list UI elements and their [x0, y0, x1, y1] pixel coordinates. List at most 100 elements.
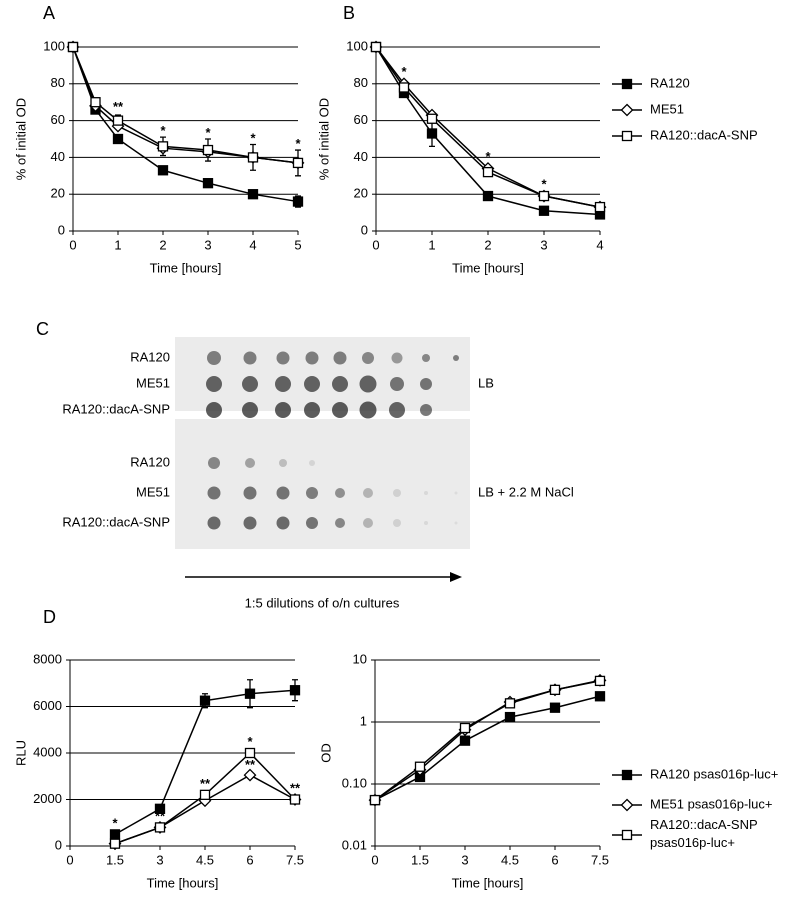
- spot: [333, 351, 347, 365]
- spot: [335, 488, 345, 498]
- y-tick-label: 8000: [33, 651, 62, 666]
- x-tick-label: 7.5: [286, 852, 304, 867]
- marker: [620, 103, 634, 117]
- spot: [206, 376, 222, 392]
- series-line: [72, 46, 299, 164]
- x-tick-label: 0: [66, 852, 73, 867]
- spot: [420, 404, 432, 416]
- annotation: **: [155, 808, 166, 823]
- panel-label: B: [343, 3, 355, 23]
- marker: [199, 789, 211, 800]
- series-line: [114, 689, 296, 836]
- y-axis-label: % of initial OD: [316, 98, 331, 180]
- x-tick-label: 3: [156, 852, 163, 867]
- marker: [594, 691, 606, 702]
- spot: [422, 354, 430, 362]
- y-axis-label: RLU: [13, 740, 28, 766]
- spot: [393, 519, 401, 527]
- marker: [414, 761, 426, 772]
- spot: [279, 459, 287, 467]
- spot: [424, 491, 428, 495]
- strain-label: RA120::dacA-SNP: [62, 401, 170, 416]
- x-tick-label: 0: [69, 237, 76, 252]
- x-tick-label: 3: [461, 852, 468, 867]
- spot: [304, 402, 320, 418]
- legend-label: RA120: [650, 75, 690, 90]
- y-tick-label: 100: [346, 38, 368, 53]
- marker: [549, 702, 561, 713]
- annotation: **: [290, 780, 301, 795]
- marker: [621, 829, 633, 841]
- marker: [482, 166, 494, 178]
- marker: [292, 196, 304, 207]
- marker: [243, 768, 257, 782]
- y-tick-label: 6000: [33, 698, 62, 713]
- x-axis-label: Time [hours]: [452, 260, 524, 275]
- spot: [363, 518, 373, 528]
- marker: [247, 189, 259, 200]
- spot: [309, 460, 315, 466]
- spot: [389, 402, 405, 418]
- x-tick-label: 0: [371, 852, 378, 867]
- marker: [199, 695, 211, 706]
- series-line: [72, 46, 299, 164]
- spot: [363, 488, 373, 498]
- x-tick-label: 0: [372, 237, 379, 252]
- marker: [459, 735, 471, 746]
- arrow-head: [450, 572, 462, 582]
- strain-label: ME51: [136, 375, 170, 390]
- spot: [207, 351, 221, 365]
- marker: [154, 822, 166, 833]
- y-tick-label: 0: [361, 222, 368, 237]
- annotation: *: [250, 130, 256, 145]
- spot: [276, 486, 290, 500]
- marker: [504, 698, 516, 709]
- panel-label: C: [36, 319, 49, 339]
- x-axis-label: Time [hours]: [147, 875, 219, 890]
- spot: [245, 458, 255, 468]
- y-tick-label: 80: [354, 75, 368, 90]
- spot: [332, 376, 348, 392]
- marker: [154, 803, 166, 814]
- marker: [90, 97, 101, 108]
- marker: [112, 115, 124, 126]
- x-tick-label: 1: [114, 237, 121, 252]
- marker: [620, 798, 634, 812]
- marker: [426, 128, 438, 139]
- marker: [247, 152, 259, 163]
- y-axis-label: OD: [318, 743, 333, 763]
- marker: [112, 133, 124, 145]
- y-tick-label: 40: [354, 149, 368, 164]
- spot: [362, 352, 374, 364]
- legend-label: ME51 psas016p-luc+: [650, 796, 773, 811]
- marker: [202, 178, 214, 189]
- plate-nacl: [175, 419, 470, 549]
- spot: [454, 491, 458, 495]
- spot: [390, 377, 404, 391]
- marker: [289, 794, 301, 805]
- y-tick-label: 60: [354, 112, 368, 127]
- spots: [206, 351, 459, 530]
- spot: [208, 457, 220, 469]
- spot: [454, 521, 458, 525]
- x-tick-label: 4.5: [501, 852, 519, 867]
- series-line: [72, 46, 299, 203]
- spot: [424, 521, 428, 525]
- spot: [276, 516, 290, 530]
- annotation: *: [401, 64, 407, 79]
- marker: [504, 711, 516, 723]
- annotation: *: [247, 734, 253, 749]
- y-tick-label: 40: [51, 149, 65, 164]
- spot: [332, 402, 348, 418]
- marker: [538, 205, 550, 216]
- spot: [306, 487, 318, 499]
- x-tick-label: 5: [294, 237, 301, 252]
- spot: [359, 375, 377, 393]
- x-tick-label: 1.5: [411, 852, 429, 867]
- spot: [275, 376, 291, 392]
- series-line: [375, 46, 601, 208]
- x-tick-label: 1: [428, 237, 435, 252]
- marker: [109, 838, 121, 849]
- y-axis-label: % of initial OD: [13, 98, 28, 180]
